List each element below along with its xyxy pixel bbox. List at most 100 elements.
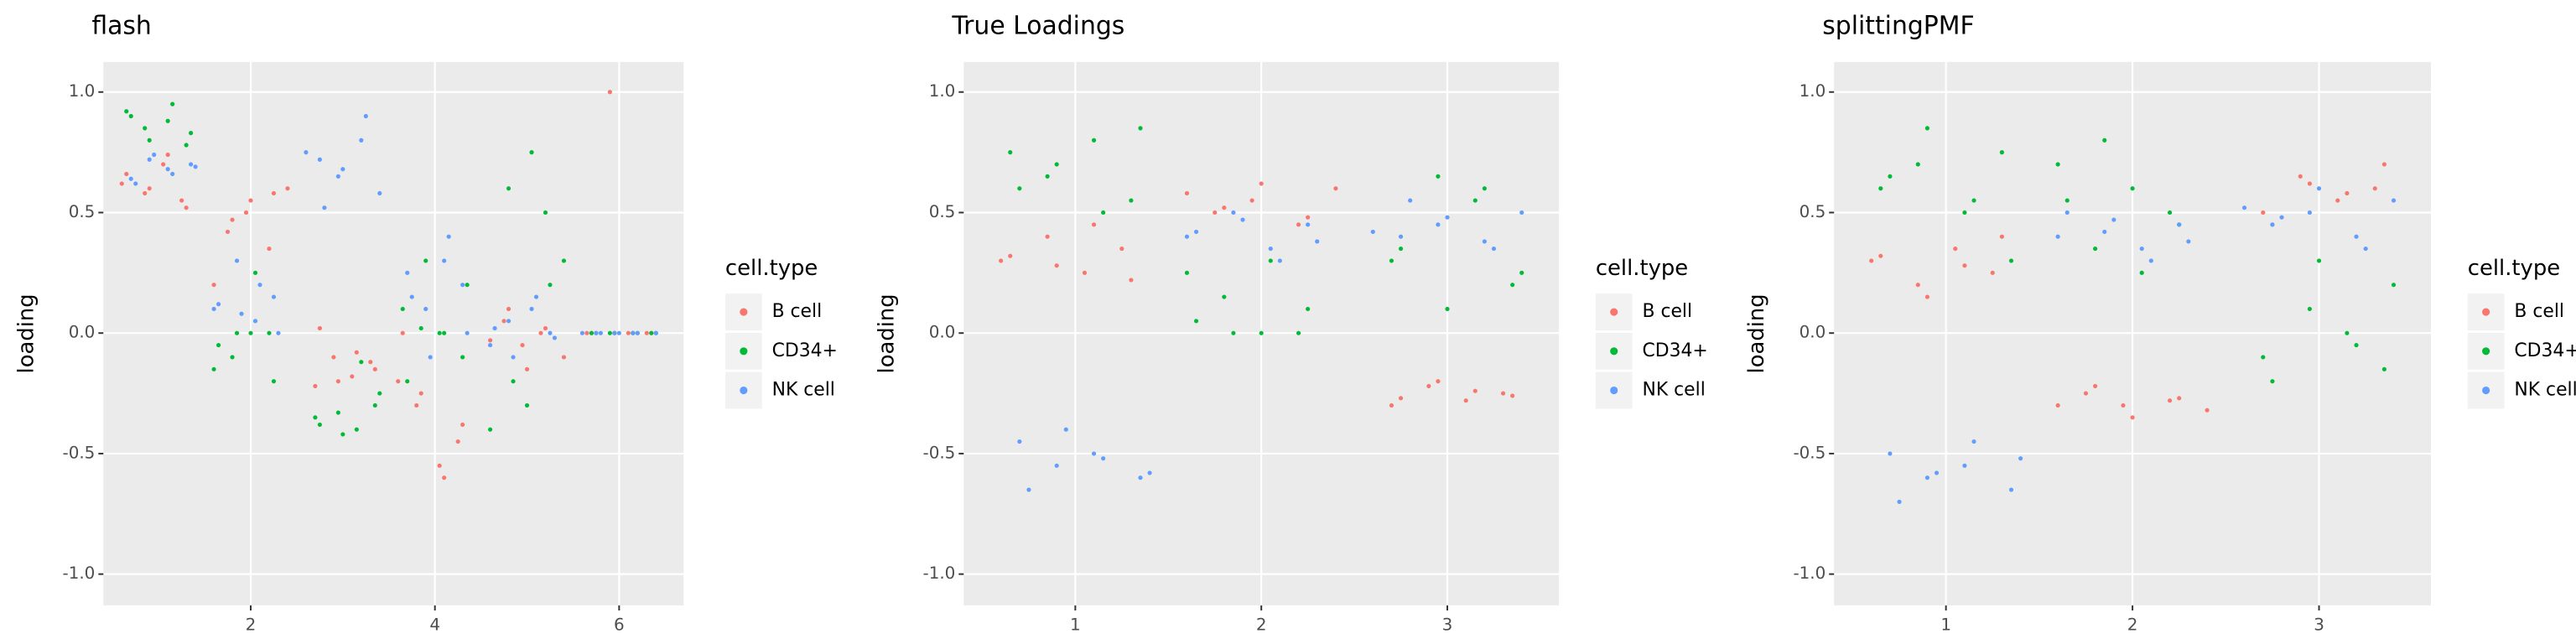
point xyxy=(1426,383,1431,389)
point xyxy=(147,138,152,143)
point xyxy=(165,152,170,158)
point xyxy=(501,319,506,324)
point xyxy=(644,330,649,335)
point xyxy=(1915,283,1920,288)
x-tick-label: 2 xyxy=(246,615,257,634)
point xyxy=(147,186,152,191)
point xyxy=(2381,366,2386,371)
point xyxy=(211,366,216,371)
point xyxy=(372,366,377,371)
point xyxy=(1184,234,1190,239)
point xyxy=(2139,247,2144,252)
point xyxy=(1101,210,1106,216)
point xyxy=(612,330,617,335)
point xyxy=(1101,456,1106,461)
point xyxy=(340,432,345,437)
point xyxy=(184,143,189,148)
legend-label: B cell xyxy=(772,301,823,322)
point xyxy=(465,330,470,335)
point xyxy=(119,181,124,186)
y-tick-label: 1.0 xyxy=(69,81,96,101)
point xyxy=(368,360,373,365)
point xyxy=(2055,234,2060,239)
point xyxy=(2354,342,2359,348)
y-tick-label: 0.5 xyxy=(69,202,96,221)
point xyxy=(128,113,133,119)
point xyxy=(437,330,442,335)
point xyxy=(1268,247,1273,252)
point xyxy=(1240,217,1245,222)
point xyxy=(552,335,558,340)
point xyxy=(2008,258,2014,263)
point xyxy=(331,355,336,360)
point xyxy=(1008,253,1013,258)
point xyxy=(2018,456,2023,461)
point xyxy=(418,325,423,331)
y-tick-label: 1.0 xyxy=(1800,81,1826,101)
point xyxy=(354,350,359,355)
point xyxy=(189,162,194,167)
point xyxy=(1888,451,1893,456)
point xyxy=(1445,306,1450,312)
point xyxy=(442,475,447,480)
legend-label: B cell xyxy=(1643,301,1693,322)
point xyxy=(230,217,235,222)
y-axis-label: loading xyxy=(1744,293,1769,373)
point xyxy=(340,167,345,172)
point xyxy=(446,234,451,239)
point xyxy=(520,342,525,348)
point xyxy=(1054,263,1059,268)
y-tick-label: 0.0 xyxy=(929,323,956,342)
point xyxy=(1184,270,1190,275)
point xyxy=(252,270,258,275)
point xyxy=(1924,126,1929,131)
point xyxy=(1878,186,1883,191)
point xyxy=(579,330,584,335)
chart-title: splittingPMF xyxy=(1822,12,1974,41)
y-tick-label: -1.0 xyxy=(1793,564,1826,583)
y-axis-label: loading xyxy=(874,293,899,373)
point xyxy=(414,402,419,408)
y-tick-label: 0.0 xyxy=(69,323,96,342)
point xyxy=(1915,162,1920,167)
point xyxy=(1990,270,1995,275)
point xyxy=(1971,198,1976,203)
point xyxy=(1054,463,1059,468)
point xyxy=(2148,258,2153,263)
point xyxy=(179,198,184,203)
point xyxy=(2186,239,2191,244)
point xyxy=(1129,278,1134,283)
point xyxy=(1045,174,1050,179)
point xyxy=(2270,379,2275,384)
point xyxy=(170,171,175,177)
point xyxy=(1315,239,1320,244)
point xyxy=(304,150,309,155)
point xyxy=(170,101,175,106)
point xyxy=(350,374,355,379)
chart-title: True Loadings xyxy=(951,12,1124,41)
point xyxy=(1333,186,1338,191)
point xyxy=(1259,330,1264,335)
point xyxy=(1482,239,1487,244)
chart-title: flash xyxy=(91,12,151,41)
point xyxy=(271,379,277,384)
x-tick-label: 3 xyxy=(1442,615,1453,634)
point xyxy=(1184,190,1190,196)
point xyxy=(354,427,359,432)
legend-dot xyxy=(1610,386,1618,395)
point xyxy=(193,164,198,169)
point xyxy=(524,366,530,371)
point xyxy=(1231,330,1236,335)
y-tick-label: -0.5 xyxy=(1793,443,1826,462)
point xyxy=(506,319,512,324)
point xyxy=(271,190,277,196)
point xyxy=(372,402,377,408)
point xyxy=(405,270,410,275)
legend-dot xyxy=(740,308,748,316)
legend-label: CD34+ xyxy=(2514,340,2576,361)
point xyxy=(460,422,465,428)
point xyxy=(1510,393,1515,398)
point xyxy=(271,294,277,299)
point xyxy=(313,415,318,420)
